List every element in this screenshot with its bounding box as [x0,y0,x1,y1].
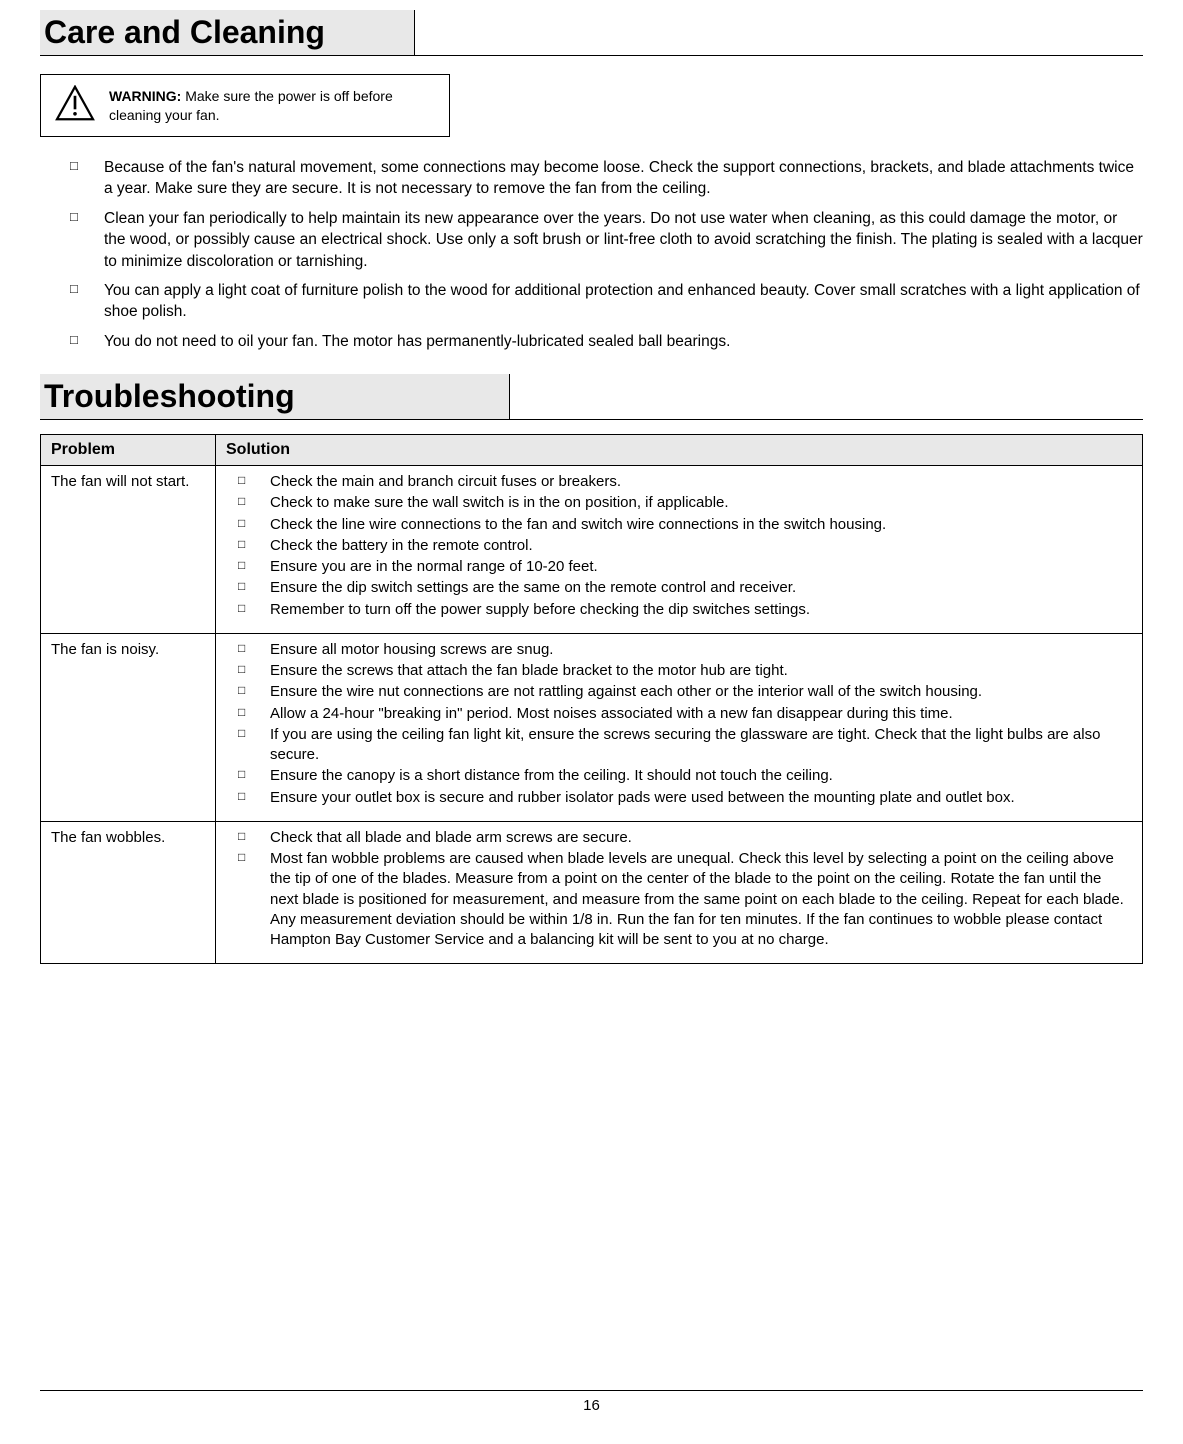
troubleshooting-title: Troubleshooting [40,374,510,419]
solution-item: Check the main and branch circuit fuses … [238,472,1132,492]
page-footer: 16 [40,1390,1143,1414]
warning-icon [55,85,95,126]
solution-item: Ensure you are in the normal range of 10… [238,557,1132,577]
table-row: The fan is noisy. Ensure all motor housi… [41,634,1142,822]
solution-item: Ensure the screws that attach the fan bl… [238,661,1132,681]
table-row: The fan will not start. Check the main a… [41,466,1142,634]
problem-cell: The fan is noisy. [41,634,216,821]
solution-item: Check the battery in the remote control. [238,536,1132,556]
troubleshooting-table: Problem Solution The fan will not start.… [40,434,1143,964]
care-bullet-list: Because of the fan's natural movement, s… [40,157,1143,352]
solution-item: Ensure all motor housing screws are snug… [238,640,1132,660]
solution-item: Check the line wire connections to the f… [238,515,1132,535]
care-bullet: Because of the fan's natural movement, s… [70,157,1143,200]
solution-cell: Ensure all motor housing screws are snug… [216,634,1142,821]
warning-text: WARNING: Make sure the power is off befo… [109,87,435,125]
care-bullet: Clean your fan periodically to help main… [70,208,1143,272]
solution-item: Ensure the wire nut connections are not … [238,682,1132,702]
care-bullet: You can apply a light coat of furniture … [70,280,1143,323]
care-cleaning-title: Care and Cleaning [40,10,415,55]
warning-box: WARNING: Make sure the power is off befo… [40,74,450,137]
solution-item: Ensure your outlet box is secure and rub… [238,788,1132,808]
solution-item: Check that all blade and blade arm screw… [238,828,1132,848]
solution-item: Ensure the dip switch settings are the s… [238,578,1132,598]
header-solution: Solution [216,435,1142,465]
problem-cell: The fan will not start. [41,466,216,633]
problem-cell: The fan wobbles. [41,822,216,964]
solution-item: Check to make sure the wall switch is in… [238,493,1132,513]
troubleshooting-header: Troubleshooting [40,374,1143,420]
care-cleaning-header: Care and Cleaning [40,10,1143,56]
solution-item: Allow a 24-hour "breaking in" period. Mo… [238,704,1132,724]
header-problem: Problem [41,435,216,465]
solution-item: Most fan wobble problems are caused when… [238,849,1132,950]
solution-cell: Check that all blade and blade arm screw… [216,822,1142,964]
solution-cell: Check the main and branch circuit fuses … [216,466,1142,633]
warning-label: WARNING: [109,88,181,104]
page-number: 16 [583,1397,600,1414]
solution-item: Ensure the canopy is a short distance fr… [238,766,1132,786]
solution-item: Remember to turn off the power supply be… [238,600,1132,620]
table-header-row: Problem Solution [41,435,1142,466]
care-bullet: You do not need to oil your fan. The mot… [70,331,1143,352]
solution-item: If you are using the ceiling fan light k… [238,725,1132,766]
table-row: The fan wobbles. Check that all blade an… [41,822,1142,964]
